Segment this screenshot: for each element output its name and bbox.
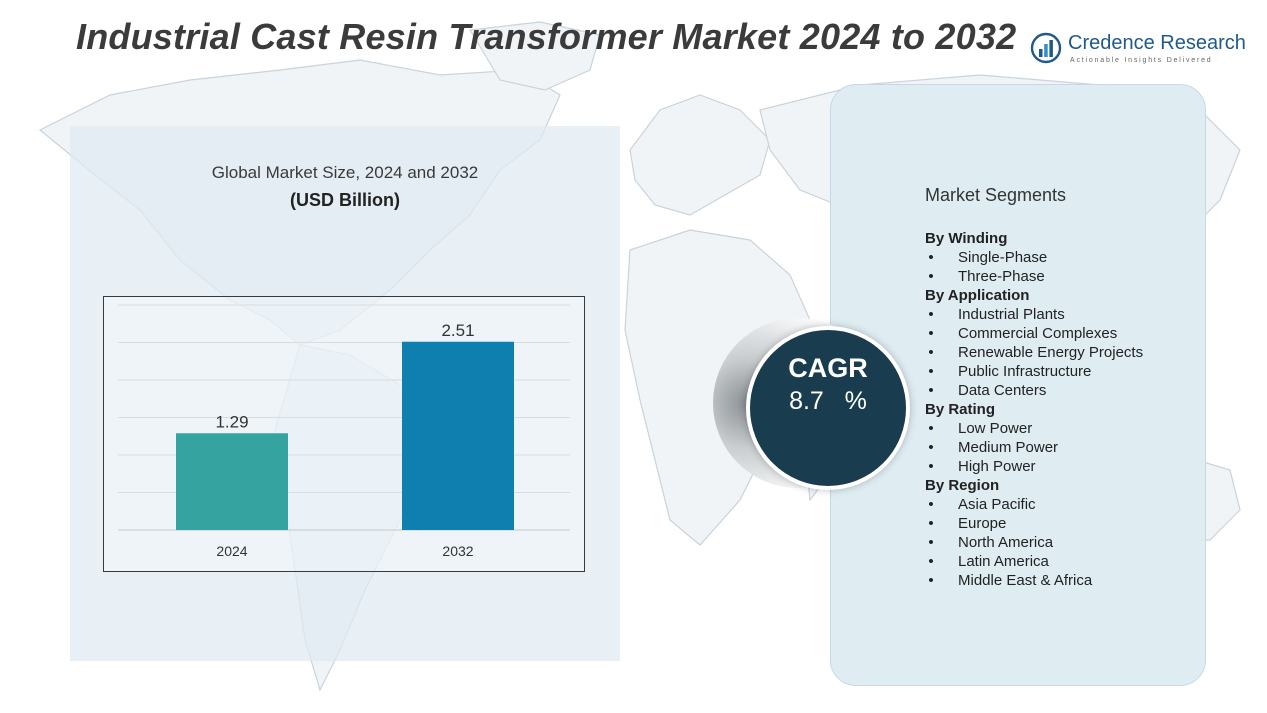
chart-bars (176, 341, 514, 530)
segment-item: • Low Power (925, 419, 1195, 438)
bullet-icon: • (928, 458, 934, 475)
chart-category-labels: 2024 2032 (216, 543, 473, 559)
page-title: Industrial Cast Resin Transformer Market… (76, 16, 1017, 57)
category-label-2032: 2032 (442, 543, 473, 559)
segment-item-label: North America (958, 534, 1054, 551)
bullet-icon: • (928, 496, 934, 513)
segment-item-label: Commercial Complexes (958, 325, 1118, 342)
logo-tagline: Actionable Insights Delivered (1070, 57, 1213, 64)
segment-heading: By Winding (925, 230, 1008, 247)
segment-item-label: Latin America (958, 553, 1049, 570)
segment-item: • Three-Phase (925, 267, 1195, 286)
chart-unit: (USD Billion) (290, 190, 400, 210)
segment-item-label: Europe (958, 515, 1007, 532)
segment-item-label: Medium Power (958, 439, 1059, 456)
segment-item: • Data Centers (925, 381, 1195, 400)
segment-item: • Public Infrastructure (925, 362, 1195, 381)
bullet-icon: • (928, 268, 934, 285)
bullet-icon: • (928, 249, 934, 266)
map-greenland (469, 21, 601, 91)
bullet-icon: • (928, 306, 934, 323)
segment-item-label: High Power (958, 458, 1036, 475)
bar-chart-circle-icon (1030, 32, 1062, 64)
bar-chart: 1.29 2.51 2024 2032 (103, 296, 585, 572)
bullet-icon: • (928, 325, 934, 342)
segment-item: • Latin America (925, 552, 1195, 571)
segment-item-label: Data Centers (958, 382, 1047, 399)
segment-item: • Industrial Plants (925, 305, 1195, 324)
segment-item: • Renewable Energy Projects (925, 343, 1195, 362)
company-logo: Credence Research Actionable Insights De… (1030, 30, 1250, 70)
bullet-icon: • (928, 420, 934, 437)
segment-item: • Asia Pacific (925, 495, 1195, 514)
chart-heading: Global Market Size, 2024 and 2032 (211, 163, 479, 182)
segment-item-label: Public Infrastructure (958, 363, 1092, 380)
bar-2024 (176, 433, 288, 530)
chart-value-labels: 1.29 2.51 (215, 321, 474, 432)
bar-chart-canvas: 1.29 2.51 2024 2032 (118, 304, 570, 559)
bar-2032 (402, 341, 514, 530)
segment-item-label: Middle East & Africa (958, 572, 1093, 589)
segment-item-label: Industrial Plants (958, 306, 1065, 323)
category-label-2024: 2024 (216, 543, 247, 559)
bullet-icon: • (928, 553, 934, 570)
cagr-value: 8.7 % (789, 387, 867, 415)
cagr-label: CAGR (788, 353, 868, 383)
segment-item: • High Power (925, 457, 1195, 476)
segment-heading: By Region (925, 477, 1000, 494)
segment-item: • Europe (925, 514, 1195, 533)
bullet-icon: • (928, 572, 934, 589)
segments-title: Market Segments (925, 185, 1067, 205)
bullet-icon: • (928, 439, 934, 456)
segment-item-label: Three-Phase (958, 268, 1045, 285)
bullet-icon: • (928, 534, 934, 551)
segment-heading: By Application (925, 287, 1030, 304)
segment-item-label: Low Power (958, 420, 1033, 437)
segments-list: By Winding • Single-Phase • Three-Phase By Ap… (925, 229, 1195, 590)
segment-item: • Middle East & Africa (925, 571, 1195, 590)
value-label-2032: 2.51 (441, 321, 474, 340)
bullet-icon: • (928, 515, 934, 532)
segment-heading: By Rating (925, 401, 996, 418)
logo-name: Credence Research (1068, 32, 1246, 54)
cagr-badge (746, 326, 910, 490)
value-label-2024: 1.29 (215, 412, 248, 431)
map-europe (629, 94, 771, 216)
segment-item-label: Single-Phase (958, 249, 1048, 266)
segment-item: • Medium Power (925, 438, 1195, 457)
bullet-icon: • (928, 344, 934, 361)
segment-item-label: Asia Pacific (958, 496, 1036, 513)
segment-item: • North America (925, 533, 1195, 552)
segment-item: • Commercial Complexes (925, 324, 1195, 343)
segment-item: • Single-Phase (925, 248, 1195, 267)
bullet-icon: • (928, 363, 934, 380)
segment-item-label: Renewable Energy Projects (958, 344, 1144, 361)
bullet-icon: • (928, 382, 934, 399)
